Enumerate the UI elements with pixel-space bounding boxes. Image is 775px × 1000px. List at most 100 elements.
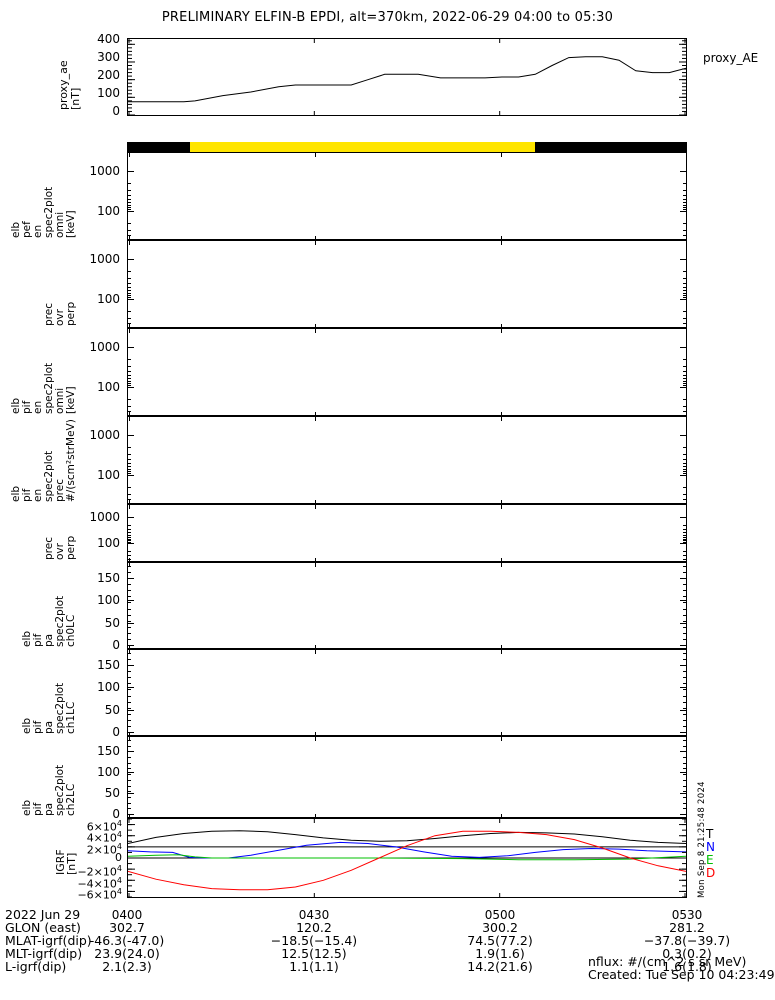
x-axis-tick — [314, 500, 316, 504]
footer-value-r1-c3: 281.2 — [669, 920, 705, 935]
igrf-trace-T — [128, 830, 686, 844]
prec-ovr-perp-1-axis-label-2: perp — [65, 301, 77, 326]
y-axis-minor-tick — [683, 487, 687, 488]
y-axis-minor-tick — [127, 808, 131, 809]
elb-pif-en-spec2plot-prec-ytick-1000: 1000 — [89, 428, 120, 443]
footer-value-r1-c2: 300.2 — [482, 920, 518, 935]
y-axis-minor-tick — [683, 375, 687, 376]
elb-pif-pa-spec2plot-ch0LC-panel — [127, 562, 687, 649]
footer-value-r3-c0: 23.9(24.0) — [94, 946, 160, 961]
x-axis-tick — [501, 236, 503, 240]
y-axis-minor-tick — [683, 659, 687, 660]
y-axis-minor-tick — [127, 621, 131, 622]
elb-pif-pa-spec2plot-ch1LC-ytick-100: 100 — [97, 680, 120, 695]
y-axis-minor-tick — [683, 297, 687, 298]
igrf-ytick-exponent: 4 — [116, 818, 122, 828]
footer-value-r3-c3: 0.3(0.2) — [662, 946, 712, 961]
proxy-ae-series-label: proxy_AE — [703, 51, 759, 65]
igrf-legend-T: T — [706, 827, 714, 841]
y-axis-minor-tick — [127, 381, 131, 382]
y-axis-minor-tick — [127, 537, 131, 538]
x-axis-tick — [129, 732, 130, 736]
y-axis-minor-tick — [683, 621, 687, 622]
y-axis-minor-tick — [127, 677, 131, 678]
y-axis-minor-tick — [127, 665, 131, 666]
igrf-ytick-mantissa: 6×10 — [86, 820, 117, 834]
y-axis-minor-tick — [127, 209, 131, 210]
x-axis-tick — [314, 241, 316, 245]
y-axis-minor-tick — [683, 596, 687, 597]
y-axis-minor-tick — [127, 708, 131, 709]
y-axis-minor-tick — [127, 287, 131, 288]
elb-pef-en-spec2plot-omni-panel — [127, 152, 687, 240]
x-axis-tick — [129, 650, 130, 654]
x-axis-tick — [686, 324, 687, 328]
y-axis-minor-tick — [683, 278, 687, 279]
y-axis-minor-tick — [127, 566, 131, 567]
igrf-trace-E — [128, 854, 686, 861]
proxy-ae-trace — [128, 56, 686, 103]
x-axis-tick — [501, 737, 503, 741]
y-axis-minor-tick — [127, 757, 131, 758]
x-axis-tick — [686, 814, 687, 818]
y-axis-minor-tick — [127, 746, 131, 747]
y-axis-minor-tick — [127, 366, 131, 367]
x-axis-tick — [686, 563, 687, 567]
y-axis-minor-tick — [127, 602, 131, 603]
footer-created-note: Created: Tue Sep 10 04:23:49 2024 — [588, 967, 775, 982]
y-axis-major-tick — [127, 347, 134, 349]
footer-value-r3-c2: 1.9(1.6) — [475, 946, 525, 961]
proxy-ae-axis-label-1: proxy_ae — [57, 60, 70, 110]
y-axis-minor-tick — [127, 399, 131, 400]
y-axis-minor-tick — [127, 371, 131, 372]
x-axis-tick — [129, 324, 130, 328]
y-axis-minor-tick — [127, 740, 131, 741]
y-axis-minor-tick — [127, 487, 131, 488]
y-axis-minor-tick — [127, 207, 131, 208]
y-axis-minor-tick — [683, 199, 687, 200]
elb-pif-pa-spec2plot-ch0LC-ytick-150: 150 — [97, 570, 120, 585]
igrf-ytick-mantissa: 0 — [115, 851, 122, 864]
y-axis-major-tick — [127, 171, 134, 173]
y-axis-minor-tick — [127, 696, 131, 697]
y-axis-minor-tick — [127, 639, 131, 640]
y-axis-minor-tick — [683, 609, 687, 610]
y-axis-minor-tick — [683, 702, 687, 703]
y-axis-minor-tick — [127, 190, 131, 191]
y-axis-minor-tick — [683, 714, 687, 715]
y-axis-minor-tick — [683, 633, 687, 634]
y-axis-minor-tick — [683, 318, 687, 319]
elb-pif-pa-spec2plot-ch2LC-ytick-150: 150 — [97, 743, 120, 758]
elb-pif-en-spec2plot-omni-ytick-100: 100 — [97, 379, 120, 394]
x-axis-label-0530: 0530 — [671, 908, 703, 922]
y-axis-minor-tick — [683, 499, 687, 500]
y-axis-minor-tick — [683, 814, 687, 815]
x-axis-tick — [129, 153, 130, 157]
y-axis-minor-tick — [127, 768, 131, 769]
y-axis-minor-tick — [127, 671, 131, 672]
y-axis-minor-tick — [127, 525, 131, 526]
y-axis-minor-tick — [683, 627, 687, 628]
y-axis-minor-tick — [127, 555, 131, 556]
y-axis-major-tick — [680, 772, 687, 774]
x-axis-tick — [501, 329, 503, 333]
igrf-ytick-mantissa: −6×10 — [77, 888, 117, 902]
y-axis-minor-tick — [683, 746, 687, 747]
y-axis-minor-tick — [683, 572, 687, 573]
igrf-ytick-mantissa: 4×10 — [86, 831, 117, 845]
igrf-ytick-label: 2×104 — [50, 841, 122, 857]
elb-pef-en-spec2plot-omni-axis-label-5: [keV] — [65, 210, 77, 238]
y-axis-major-tick — [680, 622, 687, 624]
y-axis-minor-tick — [683, 454, 687, 455]
igrf-ytick-label: 0 — [50, 852, 122, 864]
y-axis-major-tick — [127, 386, 134, 388]
x-axis-tick — [686, 737, 687, 741]
y-axis-minor-tick — [127, 311, 131, 312]
y-axis-minor-tick — [683, 183, 687, 184]
y-axis-minor-tick — [127, 183, 131, 184]
elb-pif-pa-spec2plot-ch2LC-ytick-50: 50 — [104, 786, 120, 801]
y-axis-minor-tick — [683, 290, 687, 291]
y-axis-minor-tick — [683, 459, 687, 460]
y-axis-minor-tick — [683, 283, 687, 284]
prec-ovr-perp-1-panel — [127, 240, 687, 328]
